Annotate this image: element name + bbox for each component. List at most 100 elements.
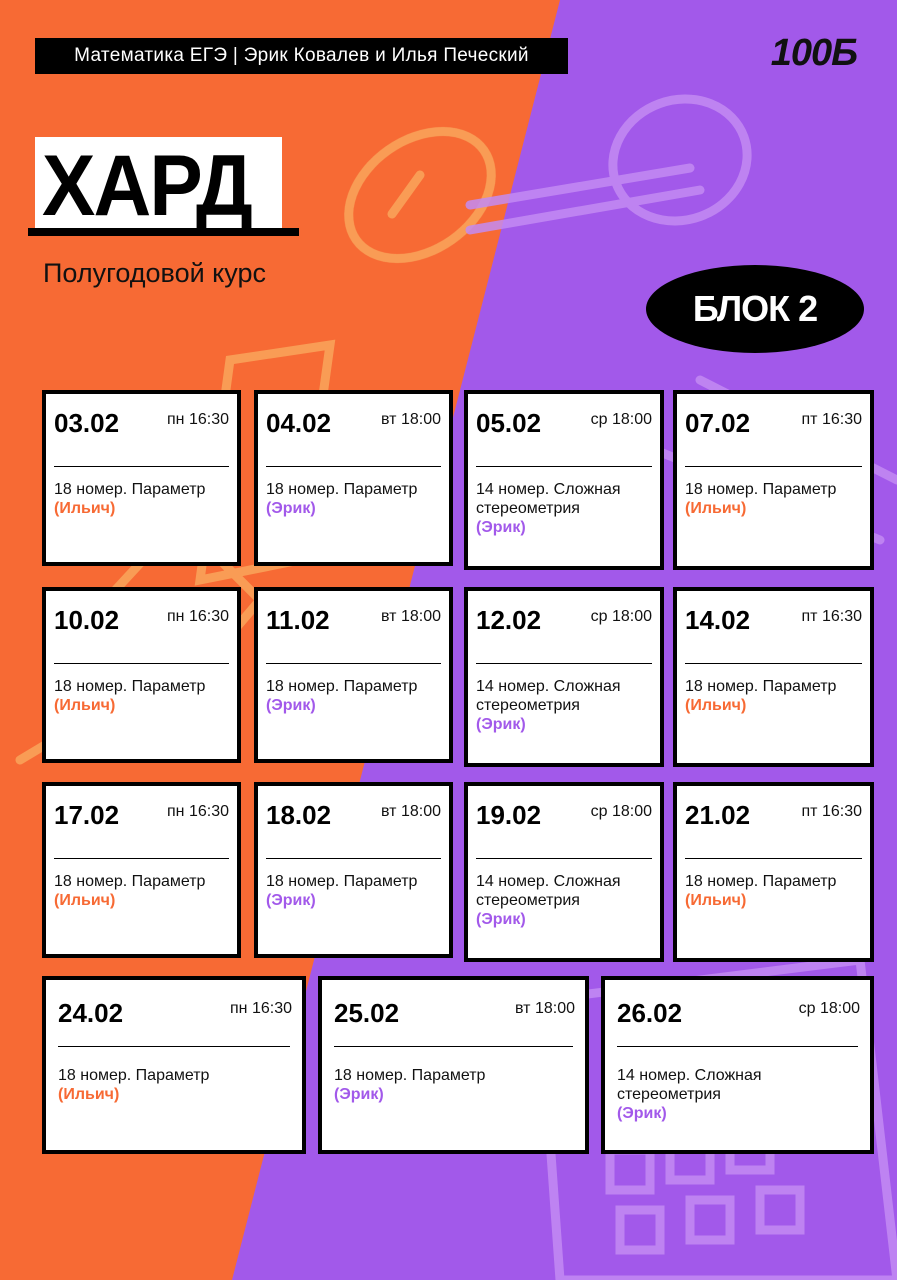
card-time: вт 18:00: [381, 411, 441, 428]
card-divider: [58, 1046, 290, 1047]
card-time: пт 16:30: [801, 803, 862, 820]
card-date: 24.02: [58, 998, 124, 1028]
schedule-card: 07.02 пт 16:30 18 номер. Параметр (Ильич): [673, 390, 874, 570]
card-date: 25.02: [334, 998, 400, 1028]
block-badge: БЛОК 2: [646, 265, 864, 353]
card-teacher: (Эрик): [476, 716, 526, 733]
card-description: 14 номер. Сложная стереометрия (Эрик): [476, 677, 654, 734]
card-teacher: (Ильич): [54, 500, 116, 517]
card-divider: [54, 858, 229, 859]
card-time: ср 18:00: [798, 1000, 860, 1017]
schedule-card: 10.02 пн 16:30 18 номер. Параметр (Ильич): [42, 587, 241, 763]
schedule-card: 24.02 пн 16:30 18 номер. Параметр (Ильич): [42, 976, 306, 1154]
card-time: вт 18:00: [515, 1000, 575, 1017]
card-teacher: (Эрик): [266, 892, 316, 909]
card-date: 04.02: [266, 408, 332, 438]
card-divider: [476, 858, 652, 859]
card-divider: [54, 466, 229, 467]
card-time: ср 18:00: [590, 608, 652, 625]
card-topic: 18 номер. Параметр: [266, 678, 418, 695]
course-label: Математика ЕГЭ | Эрик Ковалев и Илья Печ…: [35, 38, 568, 74]
card-description: 18 номер. Параметр (Ильич): [685, 677, 864, 715]
card-divider: [685, 858, 862, 859]
card-teacher: (Эрик): [617, 1105, 667, 1122]
card-time: пн 16:30: [167, 608, 229, 625]
card-date: 14.02: [685, 605, 751, 635]
card-teacher: (Эрик): [266, 697, 316, 714]
card-topic: 18 номер. Параметр: [685, 873, 837, 890]
card-date: 05.02: [476, 408, 542, 438]
card-date: 18.02: [266, 800, 332, 830]
card-divider: [334, 1046, 573, 1047]
card-description: 14 номер. Сложная стереометрия (Эрик): [476, 872, 654, 929]
card-teacher: (Ильич): [685, 500, 747, 517]
card-topic: 18 номер. Параметр: [685, 481, 837, 498]
card-teacher: (Эрик): [476, 911, 526, 928]
card-topic: 14 номер. Сложная стереометрия: [476, 678, 621, 714]
card-time: ср 18:00: [590, 803, 652, 820]
card-time: вт 18:00: [381, 608, 441, 625]
card-time: пт 16:30: [801, 608, 862, 625]
title-box: [35, 137, 282, 229]
card-divider: [266, 466, 441, 467]
card-time: пт 16:30: [801, 411, 862, 428]
card-topic: 18 номер. Параметр: [54, 481, 206, 498]
card-time: пн 16:30: [167, 411, 229, 428]
card-description: 18 номер. Параметр (Ильич): [58, 1066, 296, 1104]
card-topic: 18 номер. Параметр: [54, 678, 206, 695]
card-description: 18 номер. Параметр (Ильич): [685, 480, 864, 518]
schedule-card: 19.02 ср 18:00 14 номер. Сложная стереомет…: [464, 782, 664, 962]
card-divider: [476, 663, 652, 664]
card-topic: 18 номер. Параметр: [58, 1067, 210, 1084]
card-time: ср 18:00: [590, 411, 652, 428]
card-topic: 18 номер. Параметр: [685, 678, 837, 695]
card-divider: [617, 1046, 858, 1047]
card-description: 18 номер. Параметр (Эрик): [266, 872, 443, 910]
card-time: пн 16:30: [167, 803, 229, 820]
schedule-card: 21.02 пт 16:30 18 номер. Параметр (Ильич): [673, 782, 874, 962]
card-description: 18 номер. Параметр (Эрик): [266, 677, 443, 715]
schedule-card: 12.02 ср 18:00 14 номер. Сложная стереомет…: [464, 587, 664, 767]
schedule-card: 05.02 ср 18:00 14 номер. Сложная стереомет…: [464, 390, 664, 570]
schedule-card: 18.02 вт 18:00 18 номер. Параметр (Эрик): [254, 782, 453, 958]
card-description: 14 номер. Сложная стереометрия (Эрик): [476, 480, 654, 537]
card-description: 18 номер. Параметр (Ильич): [685, 872, 864, 910]
page-subtitle: Полугодовой курс: [43, 258, 267, 288]
card-date: 19.02: [476, 800, 542, 830]
card-date: 12.02: [476, 605, 542, 635]
schedule-card: 11.02 вт 18:00 18 номер. Параметр (Эрик): [254, 587, 453, 763]
card-divider: [266, 663, 441, 664]
card-description: 18 номер. Параметр (Эрик): [334, 1066, 579, 1104]
card-time: пн 16:30: [230, 1000, 292, 1017]
card-teacher: (Эрик): [476, 519, 526, 536]
card-topic: 14 номер. Сложная стереометрия: [476, 873, 621, 909]
card-topic: 14 номер. Сложная стереометрия: [476, 481, 621, 517]
schedule-card: 14.02 пт 16:30 18 номер. Параметр (Ильич): [673, 587, 874, 767]
card-divider: [266, 858, 441, 859]
card-description: 18 номер. Параметр (Ильич): [54, 677, 231, 715]
card-teacher: (Ильич): [685, 697, 747, 714]
card-divider: [54, 663, 229, 664]
card-teacher: (Ильич): [58, 1086, 120, 1103]
schedule-card: 25.02 вт 18:00 18 номер. Параметр (Эрик): [318, 976, 589, 1154]
card-topic: 18 номер. Параметр: [334, 1067, 486, 1084]
card-date: 07.02: [685, 408, 751, 438]
title-underline: [28, 228, 299, 236]
card-description: 18 номер. Параметр (Ильич): [54, 872, 231, 910]
card-divider: [685, 663, 862, 664]
card-date: 03.02: [54, 408, 120, 438]
card-date: 26.02: [617, 998, 683, 1028]
schedule-card: 26.02 ср 18:00 14 номер. Сложная стереомет…: [601, 976, 874, 1154]
card-date: 10.02: [54, 605, 120, 635]
card-description: 18 номер. Параметр (Эрик): [266, 480, 443, 518]
card-teacher: (Ильич): [54, 697, 116, 714]
card-teacher: (Эрик): [266, 500, 316, 517]
card-teacher: (Ильич): [685, 892, 747, 909]
card-topic: 14 номер. Сложная стереометрия: [617, 1067, 762, 1103]
card-description: 18 номер. Параметр (Ильич): [54, 480, 231, 518]
card-teacher: (Эрик): [334, 1086, 384, 1103]
card-teacher: (Ильич): [54, 892, 116, 909]
card-divider: [476, 466, 652, 467]
card-topic: 18 номер. Параметр: [266, 873, 418, 890]
schedule-card: 03.02 пн 16:30 18 номер. Параметр (Ильич): [42, 390, 241, 566]
